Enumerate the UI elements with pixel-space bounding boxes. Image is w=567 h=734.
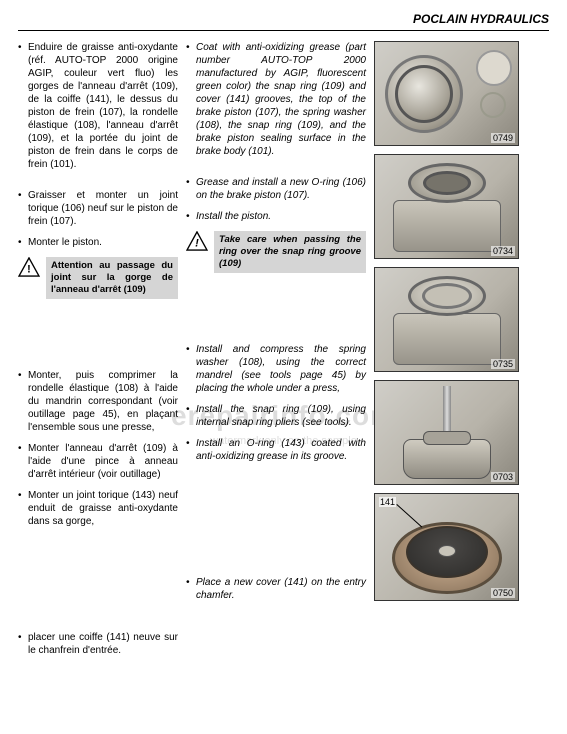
en-para-3: Install the piston. [186, 210, 366, 223]
fr-para-2: Graisser et monter un joint torique (106… [18, 189, 178, 228]
svg-text:!: ! [195, 237, 199, 249]
en-para-2: Grease and install a new O-ring (106) on… [186, 176, 366, 202]
figure-0734: 0734 [374, 154, 519, 259]
page-header: POCLAIN HYDRAULICS [18, 12, 549, 31]
svg-text:!: ! [27, 263, 31, 275]
header-title: POCLAIN HYDRAULICS [413, 12, 549, 26]
warning-icon: ! [18, 257, 40, 277]
figure-0749: 0749 [374, 41, 519, 146]
column-figures: 0749 0734 0735 0703 141 0750 [374, 41, 519, 665]
fr-caution: ! Attention au passage du joint sur la g… [18, 257, 178, 299]
column-french: Enduire de graisse anti-oxydante (réf. A… [18, 41, 178, 665]
fr-para-4: Monter, puis comprimer la rondelle élast… [18, 369, 178, 434]
callout-141: 141 [379, 497, 396, 507]
en-caution-text: Take care when passing the ring over the… [214, 231, 366, 273]
en-para-5: Install the snap ring (109), using inter… [186, 403, 366, 429]
column-english: Coat with anti-oxidizing grease (part nu… [186, 41, 366, 665]
fr-para-6: Monter un joint torique (143) neuf endui… [18, 489, 178, 528]
figure-0750: 141 0750 [374, 493, 519, 601]
fr-para-3: Monter le piston. [18, 236, 178, 249]
figure-number: 0735 [491, 359, 515, 369]
fr-para-5: Monter l'anneau d'arrêt (109) à l'aide d… [18, 442, 178, 481]
en-para-6: Install an O-ring (143) coated with anti… [186, 437, 366, 463]
figure-0735: 0735 [374, 267, 519, 372]
figure-number: 0703 [491, 472, 515, 482]
fr-para-1: Enduire de graisse anti-oxydante (réf. A… [18, 41, 178, 171]
en-para-1: Coat with anti-oxidizing grease (part nu… [186, 41, 366, 158]
main-content: Enduire de graisse anti-oxydante (réf. A… [18, 41, 549, 665]
fr-para-7: placer une coiffe (141) neuve sur le cha… [18, 631, 178, 657]
en-para-4: Install and compress the spring washer (… [186, 343, 366, 395]
figure-number: 0734 [491, 246, 515, 256]
figure-0703: 0703 [374, 380, 519, 485]
figure-number: 0749 [491, 133, 515, 143]
figure-number: 0750 [491, 588, 515, 598]
en-caution: ! Take care when passing the ring over t… [186, 231, 366, 273]
fr-caution-text: Attention au passage du joint sur la gor… [46, 257, 178, 299]
en-para-7: Place a new cover (141) on the entry cha… [186, 576, 366, 602]
warning-icon: ! [186, 231, 208, 251]
